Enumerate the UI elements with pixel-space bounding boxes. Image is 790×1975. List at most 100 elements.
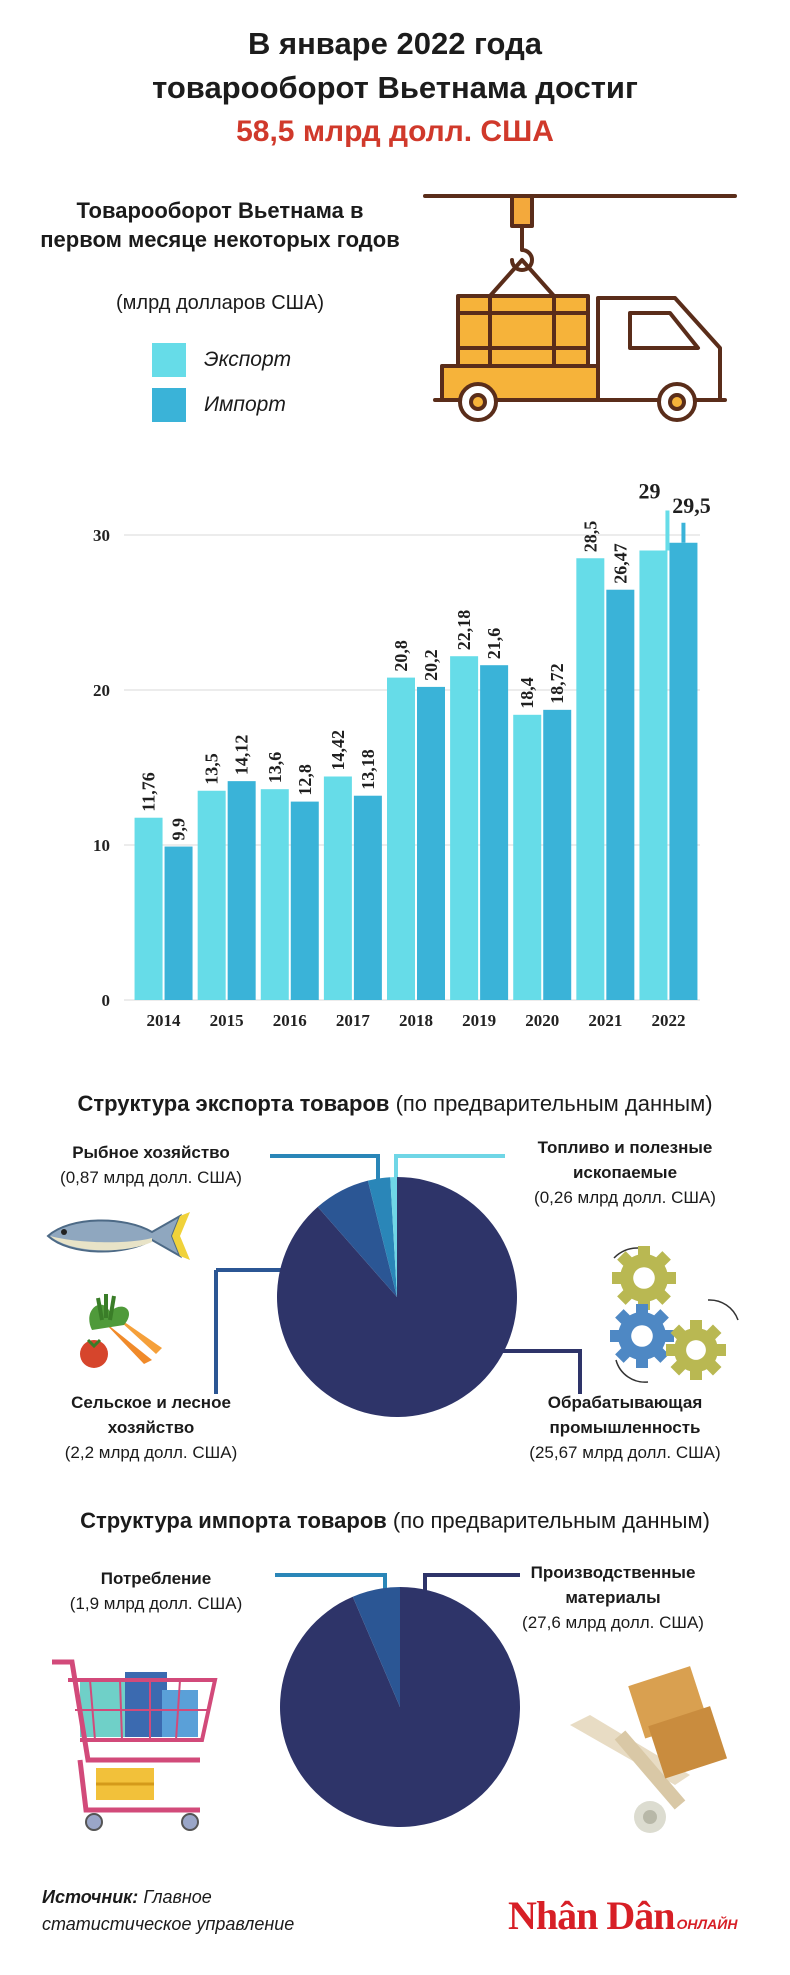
y-tick-label: 30	[93, 526, 110, 545]
page-title: В январе 2022 года товарооборот Вьетнама…	[0, 22, 790, 154]
bar-export-2017	[323, 776, 352, 1000]
y-tick-label: 0	[102, 991, 111, 1010]
source-note: Источник: Главное статистическое управле…	[42, 1884, 294, 1938]
logo-sub-text: ОНЛАЙН	[676, 1916, 738, 1932]
chart-units: (млрд долларов США)	[116, 292, 324, 314]
chart-title: Товарооборот Вьетнама в первом месяце не…	[40, 198, 400, 252]
import-structure-title: Структура импорта товаров (по предварите…	[0, 1508, 790, 1534]
value-label-import-2017: 13,18	[358, 749, 378, 790]
bar-import-2020	[543, 709, 572, 1000]
x-tick-label: 2016	[273, 1011, 307, 1030]
export-label-fuel: Топливо и полезные ископаемые (0,26 млрд…	[495, 1135, 755, 1210]
x-tick-label: 2020	[525, 1011, 559, 1030]
manufacturing-value: (25,67 млрд долл. США)	[529, 1443, 721, 1462]
import-title-bold: Структура импорта товаров	[80, 1508, 387, 1533]
bar-export-2019	[450, 656, 479, 1000]
bar-import-2021	[606, 589, 635, 1000]
legend-swatch-export	[152, 343, 186, 377]
x-tick-label: 2017	[336, 1011, 371, 1030]
value-label-import-2016: 12,8	[295, 764, 315, 796]
export-structure-title: Структура экспорта товаров (по предварит…	[0, 1091, 790, 1117]
export-label-manufacturing: Обрабатывающая промышленность (25,67 млр…	[495, 1390, 755, 1465]
value-label-export-2016: 13,6	[265, 752, 285, 784]
y-tick-label: 10	[93, 836, 110, 855]
value-label-import-2022: 29,5	[672, 493, 711, 518]
export-pie-chart	[214, 1154, 582, 1417]
legend-swatch-import	[152, 388, 186, 422]
hand-truck-icon	[570, 1666, 728, 1833]
export-label-fishery: Рыбное хозяйство (0,87 млрд долл. США)	[36, 1140, 266, 1190]
gear-blue	[610, 1304, 674, 1368]
y-tick-label: 20	[93, 681, 110, 700]
fishery-value: (0,87 млрд долл. США)	[60, 1168, 242, 1187]
bar-import-2019	[480, 665, 509, 1000]
vegetables-icon	[80, 1294, 162, 1368]
legend-label-import: Импорт	[204, 393, 286, 416]
value-label-import-2018: 20,2	[421, 649, 441, 681]
bar-chart: 11,76 9,9 13,5 14,12 13,6 12,8 14,42 13,18 20,8 2…	[93, 479, 711, 1031]
consumption-value: (1,9 млрд долл. США)	[69, 1594, 243, 1613]
fishery-name: Рыбное хозяйство	[72, 1143, 230, 1162]
value-label-import-2019: 21,6	[484, 628, 504, 660]
bar-import-2017	[353, 795, 382, 1000]
shopping-cart-icon	[52, 1659, 218, 1831]
import-title-rest: (по предварительным данным)	[386, 1508, 710, 1533]
pie-slice-0	[277, 1177, 518, 1417]
x-tick-label: 2015	[210, 1011, 244, 1030]
bar-export-2022	[639, 550, 668, 1000]
value-label-export-2020: 18,4	[517, 677, 537, 709]
x-tick-label: 2014	[147, 1011, 182, 1030]
bar-import-2016	[290, 801, 319, 1000]
gears-icon	[610, 1246, 739, 1383]
materials-name-2: материалы	[565, 1588, 661, 1607]
pie-slice-2	[367, 1177, 397, 1297]
fuel-name-1: Топливо и полезные	[537, 1138, 713, 1157]
source-line-2: статистическое управление	[42, 1914, 295, 1934]
materials-name-1: Производственные	[530, 1563, 696, 1582]
bar-export-2014	[134, 817, 163, 1000]
bar-export-2021	[576, 558, 605, 1000]
import-label-materials: Производственные материалы (27,6 млрд до…	[488, 1560, 738, 1635]
import-pie-chart	[275, 1573, 520, 1827]
source-line-1: Главное	[138, 1887, 212, 1907]
bar-import-2015	[227, 781, 256, 1000]
x-tick-label: 2018	[399, 1011, 433, 1030]
manufacturing-name-2: промышленность	[549, 1418, 701, 1437]
logo-main-text: Nhân Dân	[508, 1893, 676, 1938]
value-label-export-2014: 11,76	[139, 772, 159, 812]
consumption-name: Потребление	[100, 1569, 212, 1588]
fish-icon	[46, 1212, 190, 1260]
value-label-export-2022: 29	[638, 479, 660, 504]
title-highlight: 58,5 млрд долл. США	[236, 115, 554, 148]
x-tick-label: 2021	[588, 1011, 622, 1030]
gear-olive-right	[666, 1320, 726, 1380]
bar-export-2016	[260, 789, 289, 1000]
pie-slice-1	[352, 1587, 400, 1707]
value-label-import-2015: 14,12	[232, 735, 252, 776]
nhandan-logo: Nhân Dân ОНЛАЙН	[508, 1892, 737, 1939]
title-line-1: В январе 2022 года	[247, 26, 542, 61]
legend-label-export: Экспорт	[204, 348, 292, 371]
export-label-agriculture: Сельское и лесное хозяйство (2,2 млрд до…	[36, 1390, 266, 1465]
pie-slice-1	[317, 1180, 397, 1297]
bar-import-2022	[669, 542, 698, 1000]
import-label-consumption: Потребление (1,9 млрд долл. США)	[56, 1566, 256, 1616]
leader-manufacturing	[480, 1349, 582, 1394]
fuel-value: (0,26 млрд долл. США)	[534, 1188, 716, 1207]
value-label-import-2021: 26,47	[610, 543, 630, 584]
value-label-export-2017: 14,42	[328, 730, 348, 771]
fuel-name-2: ископаемые	[572, 1163, 678, 1182]
bar-import-2018	[417, 686, 445, 1000]
value-label-export-2015: 13,5	[202, 753, 222, 785]
pie-slice-3	[390, 1177, 397, 1297]
bar-import-2014	[164, 846, 193, 1000]
bar-export-2018	[387, 677, 415, 1000]
value-label-import-2014: 9,9	[169, 818, 189, 841]
truck-crane-illustration	[423, 194, 737, 422]
agriculture-name-2: хозяйство	[107, 1418, 195, 1437]
gear-olive-top	[612, 1246, 676, 1310]
value-label-import-2020: 18,72	[547, 663, 567, 704]
x-tick-label: 2022	[651, 1011, 685, 1030]
value-label-export-2021: 28,5	[580, 521, 600, 553]
export-title-rest: (по предварительным данным)	[389, 1091, 713, 1116]
